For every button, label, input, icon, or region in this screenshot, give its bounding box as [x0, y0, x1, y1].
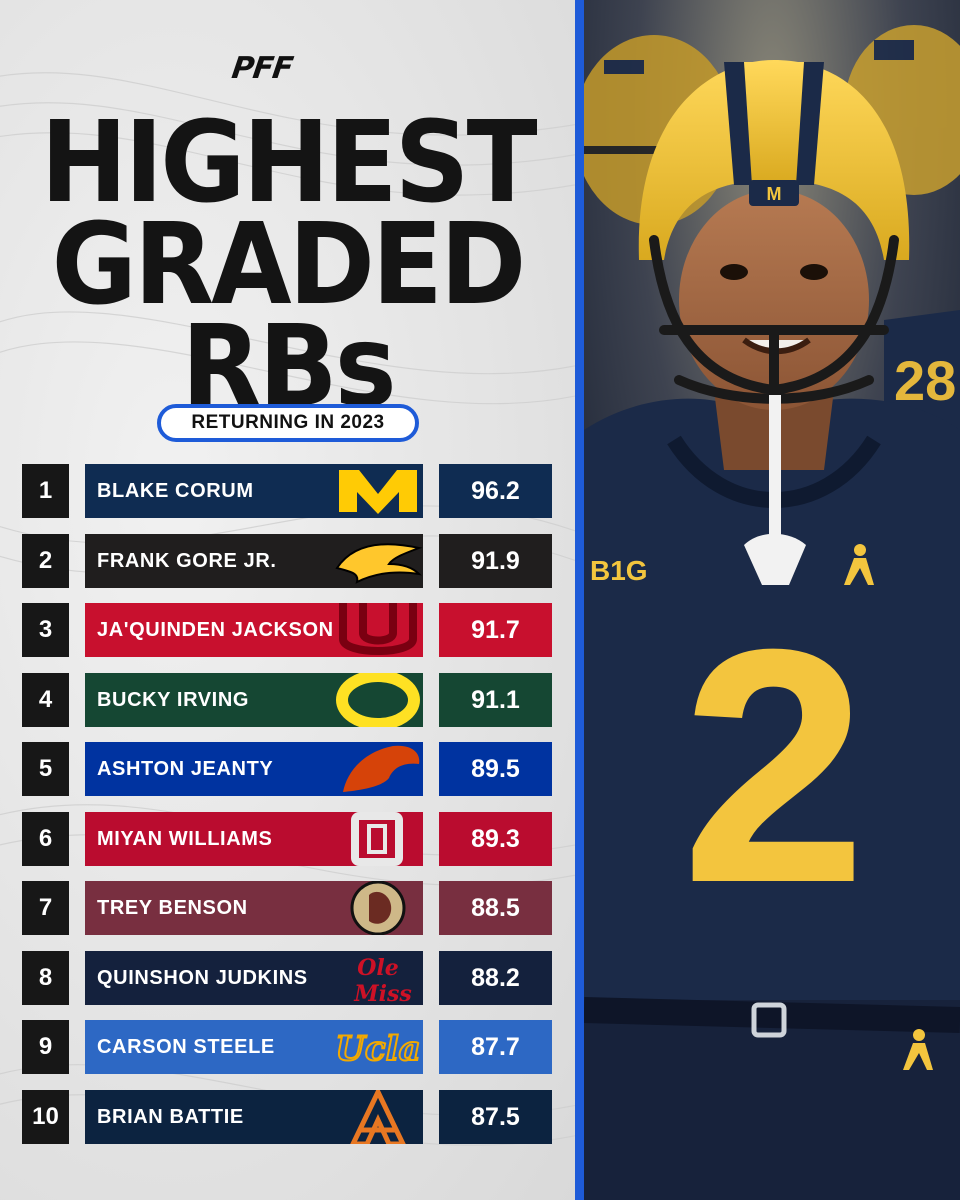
svg-text:Miss: Miss — [353, 981, 411, 1005]
player-row: JA'QUINDEN JACKSON — [85, 603, 423, 657]
player-name: JA'QUINDEN JACKSON — [97, 619, 334, 641]
florida-state-seminole-logo — [350, 881, 406, 935]
rank-number: 7 — [22, 881, 69, 935]
grade-value: 96.2 — [439, 464, 552, 518]
player-name: BRIAN BATTIE — [97, 1106, 244, 1128]
grade-value: 91.9 — [439, 534, 552, 588]
big-ten-patch: B1G — [590, 555, 648, 586]
grade-value: 89.5 — [439, 742, 552, 796]
player-row: BRIAN BATTIE — [85, 1090, 423, 1144]
player-illustration: 28 M — [584, 0, 960, 1200]
grade-value: 89.3 — [439, 812, 552, 866]
svg-text:Ole: Ole — [357, 955, 399, 981]
rank-number: 6 — [22, 812, 69, 866]
ohio-state-o-logo — [351, 812, 403, 866]
grade-value: 91.7 — [439, 603, 552, 657]
title-line-3: RBs — [181, 300, 396, 432]
player-row: MIYAN WILLIAMS — [85, 812, 423, 866]
player-row: TREY BENSON — [85, 881, 423, 935]
player-row: Ole Miss QUINSHON JUDKINS — [85, 951, 423, 1005]
player-row: BUCKY IRVING — [85, 673, 423, 727]
jersey-number: 2 — [682, 581, 866, 950]
rankings-panel: PFF HIGHEST GRADED RBs RETURNING IN 2023… — [0, 0, 575, 1200]
boise-state-bronco-logo — [343, 745, 420, 792]
rank-number: 4 — [22, 673, 69, 727]
auburn-au-logo — [350, 1090, 406, 1144]
player-row: ASHTON JEANTY — [85, 742, 423, 796]
mouthguard — [744, 395, 806, 585]
title-line-1: HIGHEST — [40, 96, 537, 228]
rank-number: 8 — [22, 951, 69, 1005]
player-name: CARSON STEELE — [97, 1036, 275, 1058]
player-photo: 28 M — [584, 0, 960, 1200]
grade-value: 91.1 — [439, 673, 552, 727]
player-name: ASHTON JEANTY — [97, 758, 274, 780]
rank-number: 10 — [22, 1090, 69, 1144]
title-line-2: GRADED — [51, 198, 527, 330]
ucla-logo: Ucla — [334, 1028, 421, 1070]
player-row: FRANK GORE JR. — [85, 534, 423, 588]
rank-number: 1 — [22, 464, 69, 518]
grade-value: 88.5 — [439, 881, 552, 935]
subtitle-badge: RETURNING IN 2023 — [157, 404, 419, 442]
rank-number: 5 — [22, 742, 69, 796]
player-name: BLAKE CORUM — [97, 480, 254, 502]
blue-divider — [575, 0, 584, 1200]
pff-logo: PFF — [229, 51, 295, 86]
grade-value: 87.7 — [439, 1020, 552, 1074]
player-row: BLAKE CORUM — [85, 464, 423, 518]
player-name: QUINSHON JUDKINS — [97, 967, 308, 989]
helmet: M — [638, 60, 910, 404]
michigan-m-logo — [339, 470, 417, 514]
svg-text:Ucla: Ucla — [335, 1029, 420, 1069]
player-row: Ucla CARSON STEELE — [85, 1020, 423, 1074]
player-name: MIYAN WILLIAMS — [97, 828, 273, 850]
teammate-shoulder-right: 28 — [884, 310, 960, 450]
grade-value: 87.5 — [439, 1090, 552, 1144]
player-name: TREY BENSON — [97, 897, 248, 919]
southern-miss-eagle-logo — [335, 543, 423, 584]
rank-number: 9 — [22, 1020, 69, 1074]
player-name: FRANK GORE JR. — [97, 550, 277, 572]
utah-u-logo — [339, 603, 417, 655]
grade-value: 88.2 — [439, 951, 552, 1005]
rank-number: 3 — [22, 603, 69, 657]
helmet-badge: M — [767, 184, 782, 204]
rank-number: 2 — [22, 534, 69, 588]
svg-text:28: 28 — [894, 349, 956, 412]
player-name: BUCKY IRVING — [97, 689, 250, 711]
oregon-o-logo — [336, 673, 420, 727]
